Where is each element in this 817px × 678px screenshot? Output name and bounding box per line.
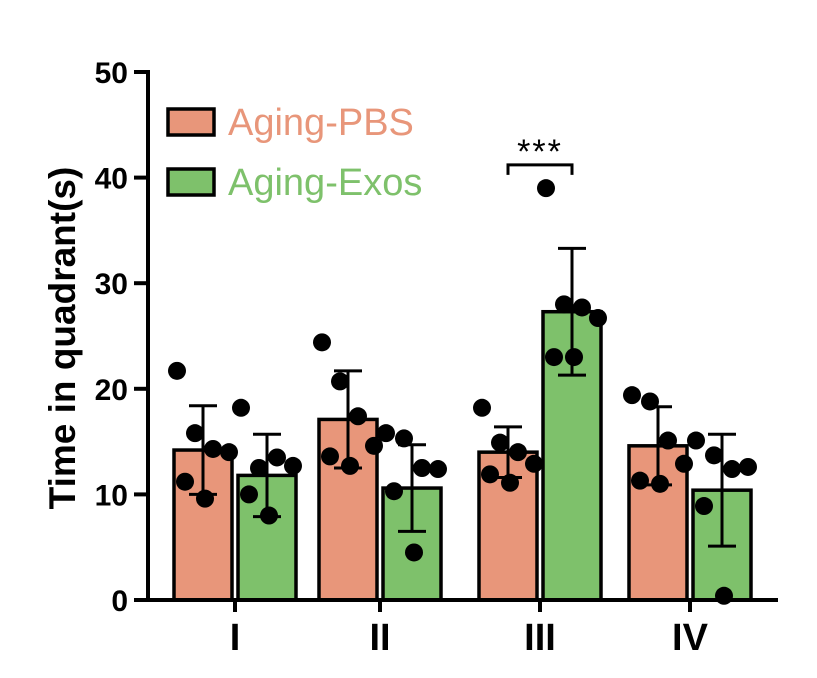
data-point	[429, 460, 447, 479]
data-point	[268, 448, 286, 467]
data-point	[313, 333, 331, 352]
annotations-layer: ***	[506, 133, 574, 175]
data-point	[501, 473, 519, 492]
data-point	[675, 454, 693, 473]
y-tick-label: 40	[95, 163, 128, 196]
data-point	[331, 372, 349, 391]
data-point	[573, 298, 591, 317]
data-point	[377, 424, 395, 443]
data-point	[413, 459, 431, 477]
data-point	[695, 497, 713, 516]
data-point	[715, 586, 733, 605]
data-point	[321, 447, 339, 466]
data-point	[525, 454, 543, 473]
data-point	[705, 446, 723, 465]
data-point	[395, 429, 413, 448]
y-axis-title: Time in quadrant(s)	[42, 167, 83, 510]
legend-swatch	[166, 107, 216, 137]
data-point	[284, 456, 302, 475]
y-tick-label: 0	[111, 585, 128, 618]
y-tick-label: 20	[95, 374, 128, 407]
data-point	[204, 439, 222, 458]
significance-bracket	[506, 163, 574, 175]
legend-entry-aging-pbs: Aging-PBS	[166, 102, 414, 144]
data-point	[589, 309, 607, 328]
data-point	[260, 506, 278, 525]
bars-layer	[172, 309, 753, 602]
y-tick-label: 30	[95, 268, 128, 301]
data-point	[509, 443, 527, 462]
x-tick-label-IV: IV	[672, 617, 709, 659]
axes-layer	[134, 70, 778, 612]
data-point	[565, 348, 583, 367]
data-point	[349, 407, 367, 426]
legend-label: Aging-Exos	[228, 162, 422, 204]
data-point	[641, 392, 659, 411]
data-point	[232, 398, 250, 417]
data-point	[631, 471, 649, 490]
data-point	[240, 485, 258, 504]
data-point	[365, 436, 383, 455]
data-point	[250, 459, 268, 477]
data-point	[687, 431, 705, 450]
legend-swatch	[166, 167, 216, 197]
x-tick-label-III: III	[524, 617, 556, 659]
data-point	[341, 456, 359, 475]
data-point	[168, 361, 186, 380]
x-tick-label-II: II	[369, 617, 390, 659]
data-point	[491, 433, 509, 452]
y-tick-label: 50	[95, 57, 128, 90]
data-point	[220, 443, 238, 462]
data-point	[739, 457, 757, 476]
data-point	[623, 386, 641, 405]
data-point	[186, 424, 204, 443]
data-point	[545, 348, 563, 367]
data-point	[723, 460, 741, 479]
significance-annotation: ***	[506, 133, 574, 175]
legend-label: Aging-PBS	[228, 102, 414, 144]
legend: Aging-PBS Aging-Exos	[166, 102, 422, 204]
data-point	[555, 295, 573, 314]
data-point	[537, 179, 555, 198]
x-tick-label-I: I	[230, 617, 241, 659]
data-point	[481, 465, 499, 484]
significance-stars: ***	[517, 133, 563, 171]
data-point	[473, 398, 491, 417]
data-point	[651, 474, 669, 493]
data-point	[659, 431, 677, 450]
bar-aging-pbs-IV	[627, 444, 689, 602]
y-tick-label: 10	[95, 479, 128, 512]
data-point	[196, 489, 214, 508]
data-point	[405, 543, 423, 562]
data-point	[176, 472, 194, 491]
data-point	[385, 482, 403, 501]
legend-entry-aging-exos: Aging-Exos	[166, 162, 422, 204]
